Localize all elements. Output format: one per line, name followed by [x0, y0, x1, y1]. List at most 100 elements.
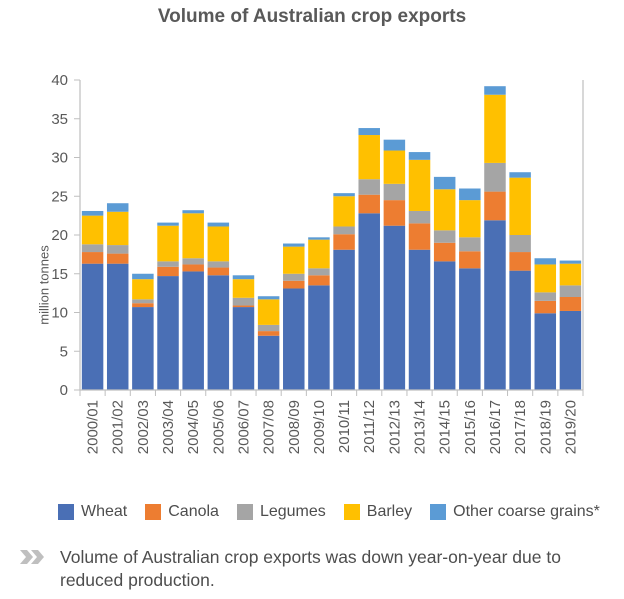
bar-segment [157, 222, 179, 226]
bar-segment [132, 307, 154, 390]
legend-label: Canola [168, 503, 219, 520]
x-tick-label: 2009/10 [311, 400, 328, 454]
legend-swatch [145, 504, 162, 520]
bar-segment [257, 299, 280, 325]
bar-segment [408, 152, 431, 160]
bar-segment [106, 263, 129, 390]
bar-segment [257, 296, 280, 300]
bar-segment [383, 225, 406, 390]
bar-segment [383, 150, 406, 184]
bar-segment [383, 183, 406, 201]
bar-segment [157, 261, 179, 267]
legend-item: Other coarse grains* [430, 503, 600, 521]
bar-segment [182, 258, 204, 265]
bar-segment [534, 292, 557, 301]
bar-segment [182, 264, 204, 272]
bar-segment [559, 263, 582, 286]
legend-label: Legumes [259, 503, 326, 520]
bar-segment [433, 242, 456, 262]
legend-item: Canola [145, 503, 219, 521]
bar-segment [433, 176, 456, 190]
bar-segment [232, 307, 255, 390]
bar-segment [534, 313, 557, 390]
y-tick-label: 25 [51, 188, 68, 205]
bar-segment [358, 179, 380, 195]
bar-segment [534, 258, 557, 265]
bar-segment [408, 249, 431, 390]
bar-segment [283, 273, 305, 281]
y-tick-label: 15 [51, 266, 68, 283]
bar-segment [484, 220, 506, 390]
bar-segment [157, 266, 179, 277]
legend-label: Wheat [81, 503, 128, 520]
bar-segment [534, 264, 557, 293]
bar-segment [333, 249, 355, 390]
x-tick-label: 2018/19 [537, 400, 554, 454]
x-tick-label: 2003/04 [160, 400, 177, 454]
bar-segment [433, 230, 456, 243]
bar-segment [106, 211, 129, 246]
bar-segment [559, 310, 582, 390]
bar-segment [182, 271, 204, 390]
bar-segment [509, 172, 531, 178]
bar-segment [358, 135, 380, 180]
y-tick-label: 35 [51, 111, 68, 128]
bar-segment [333, 234, 355, 250]
bar-segment [232, 297, 255, 306]
footnote: Volume of Australian crop exports was do… [20, 546, 610, 592]
legend-item: Legumes [236, 503, 326, 521]
bar-segment [509, 177, 531, 235]
bar-segment [509, 252, 531, 271]
legend-label: Other coarse grains* [453, 503, 600, 520]
x-tick-label: 2005/06 [210, 400, 227, 454]
footnote-text: Volume of Australian crop exports was do… [60, 547, 561, 590]
bar-segment [81, 263, 104, 390]
bar-segment [358, 128, 380, 136]
legend-item: Barley [343, 503, 412, 521]
bar-segment [333, 193, 355, 197]
bar-segment [182, 213, 204, 259]
legend: Wheat Canola Legumes Barley Other coarse gra… [58, 503, 600, 521]
stacked-bar-chart: 0 5 10 15 20 25 30 35 40 2000/01 2001/02 2002/03 200… [51, 72, 584, 454]
bar-segment [132, 299, 154, 304]
bar-segment [484, 162, 506, 192]
legend-swatch [343, 504, 360, 520]
bar-segment [207, 275, 230, 390]
bar-segment [232, 279, 255, 298]
x-tick-label: 2010/11 [336, 400, 353, 453]
bar-segment [308, 239, 330, 269]
x-tick-label: 2014/15 [437, 400, 454, 454]
bar-segment [308, 268, 330, 276]
bar-segment [207, 222, 230, 227]
legend-swatch [430, 504, 447, 520]
bar-segment [484, 191, 506, 221]
y-tick-label: 5 [60, 343, 68, 360]
bar-segment [534, 300, 557, 314]
x-tick-label: 2008/09 [286, 400, 303, 454]
y-tick-label: 40 [51, 72, 68, 89]
bar-segment [333, 226, 355, 235]
bar-segment [358, 194, 380, 214]
bar-segment [559, 285, 582, 297]
bar-segment [132, 303, 154, 308]
bar-segment [81, 252, 104, 264]
bar-segment [484, 86, 506, 95]
bar-segment [283, 246, 305, 274]
bar-segment [106, 203, 129, 212]
bar-segment [207, 261, 230, 268]
bar-segment [283, 288, 305, 390]
bar-segment [509, 235, 531, 253]
bar-segment [333, 196, 355, 227]
bar-segment [358, 213, 380, 390]
bar-segment [157, 225, 179, 262]
legend-swatch [58, 504, 74, 520]
bar-segment [383, 139, 406, 151]
x-tick-label: 2012/13 [386, 400, 403, 454]
bar-segment [559, 260, 582, 264]
x-tick-label: 2006/07 [235, 400, 252, 454]
bar-segment [484, 94, 506, 163]
x-tick-label: 2019/20 [562, 400, 579, 454]
y-tick-label: 10 [51, 305, 68, 322]
bar-segment [308, 275, 330, 286]
bar-segment [459, 188, 481, 201]
